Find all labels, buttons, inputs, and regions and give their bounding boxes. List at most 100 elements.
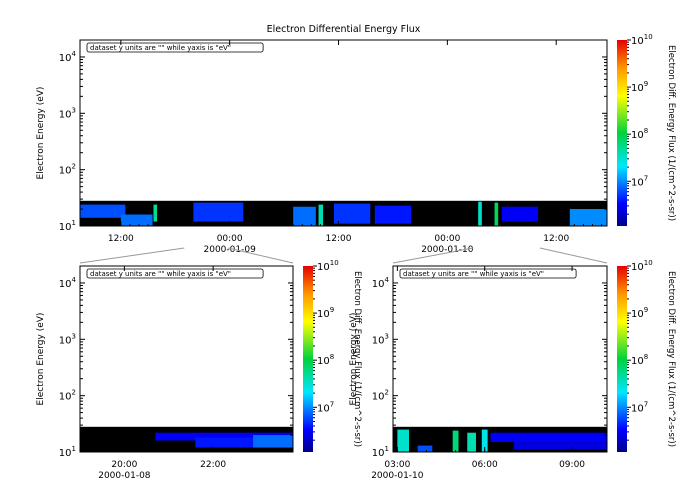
x-tick-date: 2000-01-10	[421, 245, 474, 255]
y-tick-label: 104	[372, 276, 390, 290]
tick-exponent: 9	[644, 80, 648, 88]
y-tick-label: 101	[59, 219, 76, 233]
flux-patch	[155, 432, 293, 441]
colorbar-tick-label: 108	[631, 127, 648, 141]
flux-patch	[374, 205, 412, 224]
flux-patch	[153, 204, 158, 222]
y-tick-label: 104	[59, 276, 77, 290]
tick-exponent: 9	[644, 306, 648, 314]
y-tick-label: 102	[59, 163, 76, 177]
tick-base: 10	[372, 335, 385, 346]
annotation-text: dataset y units are "" while yaxis is "e…	[403, 270, 544, 278]
y-tick-label: 103	[59, 332, 76, 346]
flux-patch	[253, 435, 293, 448]
x-tick-date: 2000-01-08	[98, 471, 151, 481]
chart-title: Electron Differential Energy Flux	[267, 24, 421, 35]
plot-area	[80, 40, 607, 226]
plot-frame	[392, 265, 608, 453]
colorbar-tick-label: 107	[317, 400, 334, 414]
annotation-text: dataset y units are "" while yaxis is "e…	[90, 270, 231, 278]
x-tick-label: 12:00	[543, 234, 569, 244]
zoom-connector-left	[79, 247, 185, 264]
tick-base: 10	[372, 448, 385, 459]
flux-patch	[80, 204, 126, 218]
zoom-connector-right	[539, 247, 608, 264]
flux-patch	[490, 432, 607, 443]
colorbar-tick-label: 109	[631, 80, 648, 94]
flux-patch	[481, 429, 488, 452]
flux-patch	[452, 430, 459, 452]
colorbar-tick-label: 107	[631, 400, 648, 414]
x-tick-label: 00:00	[434, 234, 460, 244]
y-tick-label: 104	[59, 50, 77, 64]
colorbar-tick-label: 108	[631, 353, 648, 367]
flux-patch	[120, 214, 153, 226]
tick-base: 10	[317, 309, 330, 320]
y-tick-label: 102	[372, 389, 389, 403]
flux-patch	[513, 442, 607, 450]
annotation-text: dataset y units are "" while yaxis is "e…	[90, 44, 231, 52]
tick-base: 10	[631, 356, 644, 367]
tick-exponent: 4	[72, 276, 77, 284]
tick-base: 10	[59, 279, 72, 290]
flux-patch	[478, 201, 482, 226]
tick-base: 10	[317, 403, 330, 414]
tick-exponent: 8	[644, 353, 648, 361]
tick-base: 10	[59, 53, 72, 64]
flux-patch	[417, 445, 433, 452]
tick-base: 10	[317, 356, 330, 367]
colorbar-tick-label: 1010	[317, 259, 339, 273]
tick-base: 10	[59, 109, 72, 120]
tick-exponent: 1	[72, 445, 76, 453]
tick-base: 10	[59, 222, 72, 233]
tick-base: 10	[317, 262, 330, 273]
tick-exponent: 8	[644, 127, 648, 135]
y-tick-label: 103	[59, 106, 76, 120]
tick-exponent: 3	[385, 332, 389, 340]
zoom-connector-right	[392, 247, 474, 264]
colorbar-tick-label: 1010	[631, 33, 653, 47]
flux-patch	[293, 206, 316, 226]
tick-exponent: 10	[644, 259, 653, 267]
x-tick-label: 03:00	[384, 460, 410, 470]
x-tick-label: 06:00	[472, 460, 498, 470]
colorbar-tick-label: 108	[317, 353, 334, 367]
tick-base: 10	[372, 279, 385, 290]
y-tick-label: 102	[59, 389, 76, 403]
x-tick-date: 2000-01-10	[371, 471, 424, 481]
tick-base: 10	[631, 309, 644, 320]
annotation-box	[86, 268, 264, 279]
colorbar-label: Electron Diff. Energy Flux (1/(cm^2-s-sr…	[666, 271, 676, 447]
tick-exponent: 2	[72, 163, 76, 171]
x-tick-label: 00:00	[217, 234, 243, 244]
tick-base: 10	[631, 403, 644, 414]
tick-base: 10	[372, 392, 385, 403]
tick-base: 10	[631, 262, 644, 273]
plot-area	[393, 266, 607, 452]
colorbar-tick-label: 109	[631, 306, 648, 320]
flux-patch	[195, 437, 293, 448]
tick-exponent: 8	[330, 353, 334, 361]
y-tick-label: 101	[372, 445, 389, 459]
tick-exponent: 2	[385, 389, 389, 397]
x-tick-label: 09:00	[559, 460, 585, 470]
y-tick-label: 101	[59, 445, 76, 459]
x-tick-label: 22:00	[200, 460, 226, 470]
x-tick-label: 12:00	[108, 234, 134, 244]
flux-patch	[467, 432, 476, 452]
colorbar-tick-label: 1010	[631, 259, 653, 273]
tick-exponent: 4	[72, 50, 77, 58]
x-tick-label: 20:00	[111, 460, 137, 470]
tick-base: 10	[631, 36, 644, 47]
colorbar-tick-label: 107	[631, 174, 648, 188]
colorbar-tick-label: 109	[317, 306, 334, 320]
y-axis-label: Electron Energy (eV)	[349, 313, 359, 406]
flux-patch	[193, 202, 244, 222]
tick-base: 10	[59, 335, 72, 346]
tick-exponent: 3	[72, 106, 76, 114]
tick-exponent: 7	[330, 400, 334, 408]
colorbar	[617, 40, 627, 226]
